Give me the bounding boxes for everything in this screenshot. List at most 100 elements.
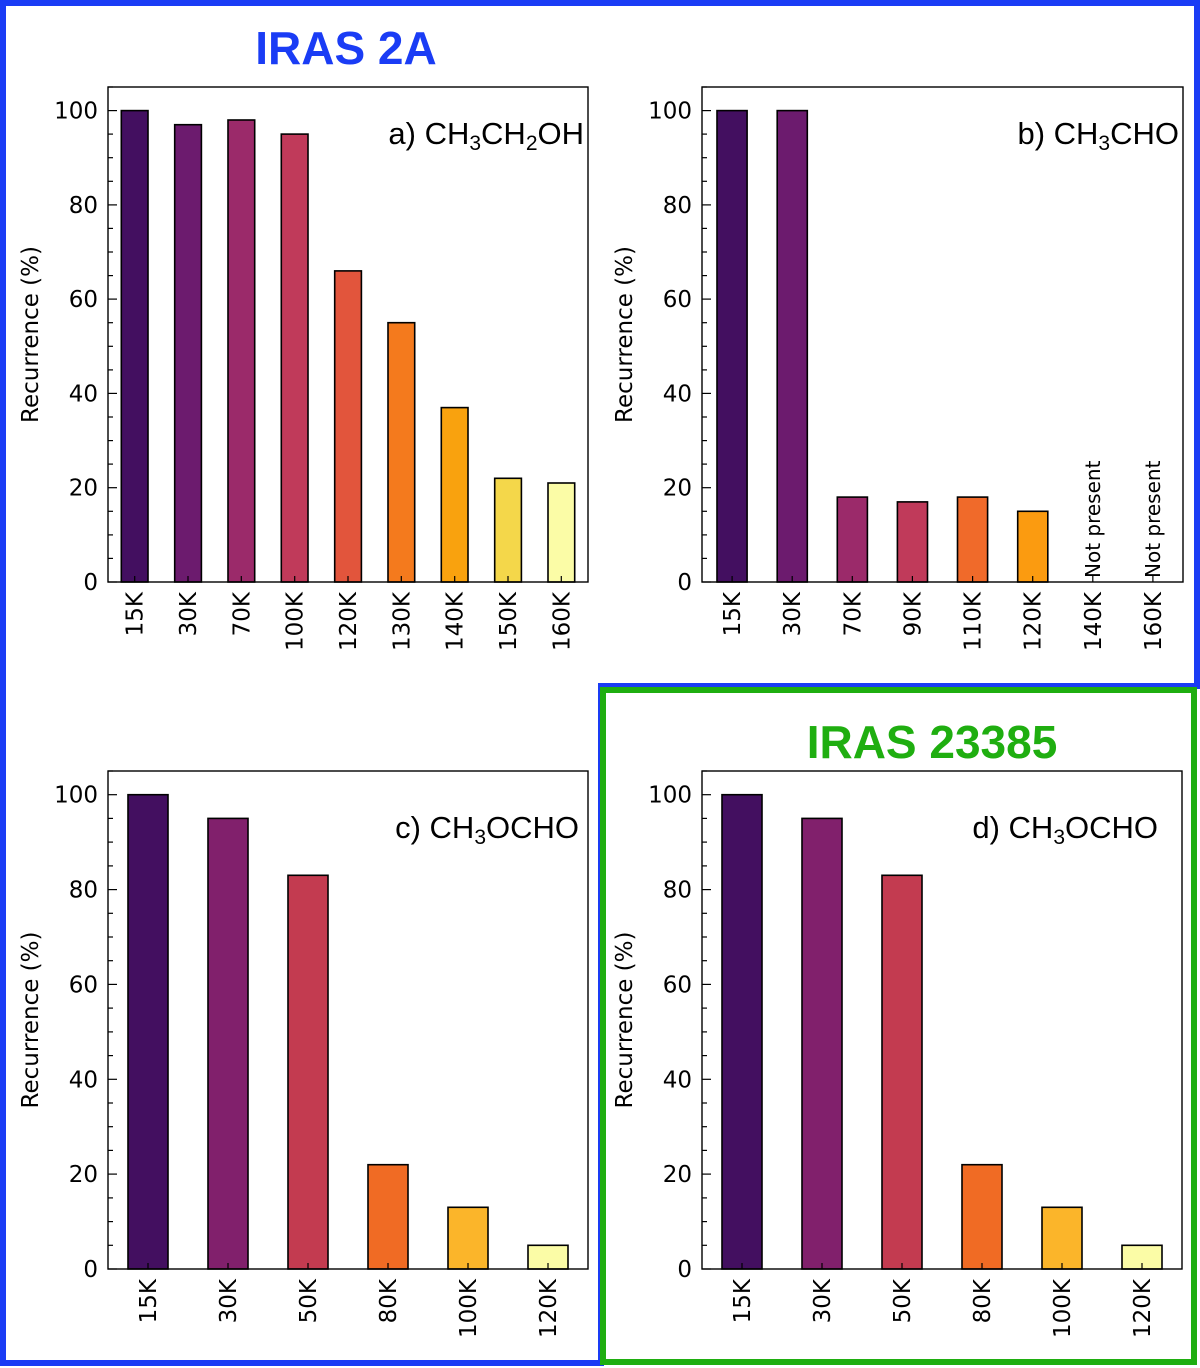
panel-d-xtick-label-15K: 15K: [730, 1278, 756, 1323]
panel-c-xtick-label-100K: 100K: [456, 1278, 482, 1338]
panel-c-ytick-label-100: 100: [54, 783, 98, 809]
panel-c-ytick-label-60: 60: [69, 972, 98, 998]
panel-c-ytick-label-0: 0: [83, 1257, 98, 1283]
panel-b-label: b) CH3CHO: [1017, 116, 1179, 155]
panel-c-xtick-label-50K: 50K: [296, 1278, 322, 1323]
panel-b-xtick-label-30K: 30K: [780, 591, 806, 636]
panel-a-ytick-label-60: 60: [69, 287, 98, 313]
panel-a-bar-160K: [547, 482, 576, 583]
panel-b-ylabel: Recurrence (%): [612, 246, 638, 423]
panel-a-xtick-label-150K: 150K: [496, 591, 522, 651]
panel-d-xtick-label-100K: 100K: [1050, 1278, 1076, 1338]
panel-b-xtick-label-70K: 70K: [840, 591, 866, 636]
panel-c-ytick-label-40: 40: [69, 1067, 98, 1093]
panel-c-bar-15K: [127, 793, 169, 1270]
panel-a-xtick-label-120K: 120K: [336, 591, 362, 651]
panel-d-bar-100K: [1041, 1206, 1083, 1270]
panel-d-bar-30K: [801, 817, 843, 1270]
panel-d-ytick-label-100: 100: [648, 783, 692, 809]
panel-a-ytick-label-40: 40: [69, 381, 98, 407]
panel-b-xtick-label-140K: 140K: [1081, 591, 1107, 651]
panel-c-xtick-label-120K: 120K: [536, 1278, 562, 1338]
panel-c-xtick-label-80K: 80K: [376, 1278, 402, 1323]
panel-b-xtick-label-160K: 160K: [1141, 591, 1167, 651]
panel-b-bar-15K: [716, 109, 748, 583]
panel-b-ytick-label-80: 80: [663, 193, 692, 219]
panel-b-ytick-label-60: 60: [663, 287, 692, 313]
panel-b: Not present Not present 0 20 40 60 80 100 15K 30K…: [612, 86, 1184, 651]
panel-a-ytick-label-80: 80: [69, 193, 98, 219]
panel-a-bar-15K: [120, 109, 149, 583]
panel-c-ytick-label-20: 20: [69, 1162, 98, 1188]
panel-c-bar-80K: [367, 1163, 409, 1270]
panel-a-bar-70K: [227, 119, 256, 583]
panel-a-ylabel: Recurrence (%): [18, 246, 44, 423]
panel-b-xtick-label-110K: 110K: [961, 591, 987, 651]
panel-a-bar-100K: [280, 133, 309, 583]
panel-b-bar-110K: [956, 496, 989, 583]
panel-b-plot-frame: [701, 86, 1184, 583]
panel-a: 0 20 40 60 80 100 15K 30K 70K 100K 120K 130K 140K 150…: [18, 86, 589, 651]
panel-c-xtick-label-30K: 30K: [216, 1278, 242, 1323]
panel-b-bar-70K: [836, 496, 869, 583]
panel-d-xtick-label-120K: 120K: [1130, 1278, 1156, 1338]
panel-d-ylabel: Recurrence (%): [612, 932, 638, 1109]
panel-b-xtick-label-120K: 120K: [1021, 591, 1047, 651]
panel-d-ytick-label-80: 80: [663, 878, 692, 904]
panel-b-bar-120K: [1016, 510, 1049, 583]
panel-d-ytick-label-40: 40: [663, 1067, 692, 1093]
panel-a-xtick-label-140K: 140K: [443, 591, 469, 651]
panel-c-bar-50K: [287, 874, 329, 1270]
panel-a-xtick-label-100K: 100K: [283, 591, 309, 651]
panel-b-not-present-160K: Not present: [1141, 460, 1165, 578]
panel-a-bar-140K: [440, 406, 469, 583]
panel-a-bar-120K: [333, 270, 363, 583]
panel-b-ytick-label-100: 100: [648, 99, 692, 125]
panel-a-bar-150K: [493, 477, 523, 583]
panel-d-bar-15K: [721, 793, 763, 1270]
panel-a-ytick-label-20: 20: [69, 476, 98, 502]
panel-a-xtick-label-70K: 70K: [229, 591, 255, 636]
panel-c-ytick-label-80: 80: [69, 878, 98, 904]
panel-c: 0 20 40 60 80 100 15K 30K 50K 80K 100K 120K Recurren…: [18, 770, 589, 1338]
panel-d-ytick-label-60: 60: [663, 972, 692, 998]
panel-b-not-present-140K: Not present: [1081, 460, 1105, 578]
panel-b-bar-90K: [896, 501, 929, 583]
panel-a-ytick-label-100: 100: [54, 99, 98, 125]
panel-d: 0 20 40 60 80 100 15K 30K 50K 80K 100K 120K Recurren…: [612, 770, 1183, 1338]
panel-c-xtick-label-15K: 15K: [136, 1278, 162, 1323]
panel-b-bar-30K: [776, 109, 809, 583]
iras23385-frame: [600, 687, 1197, 1365]
panel-a-xtick-label-30K: 30K: [176, 591, 202, 636]
panel-c-plot-frame: [107, 770, 589, 1270]
panel-d-label: d) CH3OCHO: [972, 810, 1158, 849]
panel-d-bar-50K: [881, 874, 923, 1270]
panel-d-xtick-label-50K: 50K: [890, 1278, 916, 1323]
panel-d-ytick-label-0: 0: [677, 1257, 692, 1283]
panel-c-bar-30K: [207, 817, 249, 1270]
panel-d-xtick-label-80K: 80K: [970, 1278, 996, 1323]
panel-d-bar-80K: [961, 1163, 1003, 1270]
panel-d-ytick-label-20: 20: [663, 1162, 692, 1188]
panel-c-label: c) CH3OCHO: [395, 810, 579, 849]
panel-a-xtick-label-130K: 130K: [389, 591, 415, 651]
panel-c-ylabel: Recurrence (%): [18, 932, 44, 1109]
panel-a-label: a) CH3CH2OH: [388, 116, 584, 155]
panel-a-bar-130K: [387, 321, 416, 583]
panel-b-ytick-label-20: 20: [663, 476, 692, 502]
panel-a-xtick-label-15K: 15K: [123, 591, 149, 636]
group-title-iras2a: IRAS 2A: [255, 22, 436, 74]
panel-b-xtick-label-15K: 15K: [720, 591, 746, 636]
panel-a-xtick-label-160K: 160K: [549, 591, 575, 651]
panel-d-xtick-label-30K: 30K: [810, 1278, 836, 1323]
panel-d-plot-frame: [701, 770, 1183, 1270]
panel-b-ytick-label-0: 0: [677, 570, 692, 596]
group-title-iras23385: IRAS 23385: [807, 716, 1058, 768]
panel-a-bar-30K: [173, 123, 203, 583]
panel-b-xtick-label-90K: 90K: [900, 591, 926, 636]
panel-b-ytick-label-40: 40: [663, 381, 692, 407]
panel-c-bar-100K: [447, 1206, 489, 1270]
panel-a-ytick-label-0: 0: [83, 570, 98, 596]
